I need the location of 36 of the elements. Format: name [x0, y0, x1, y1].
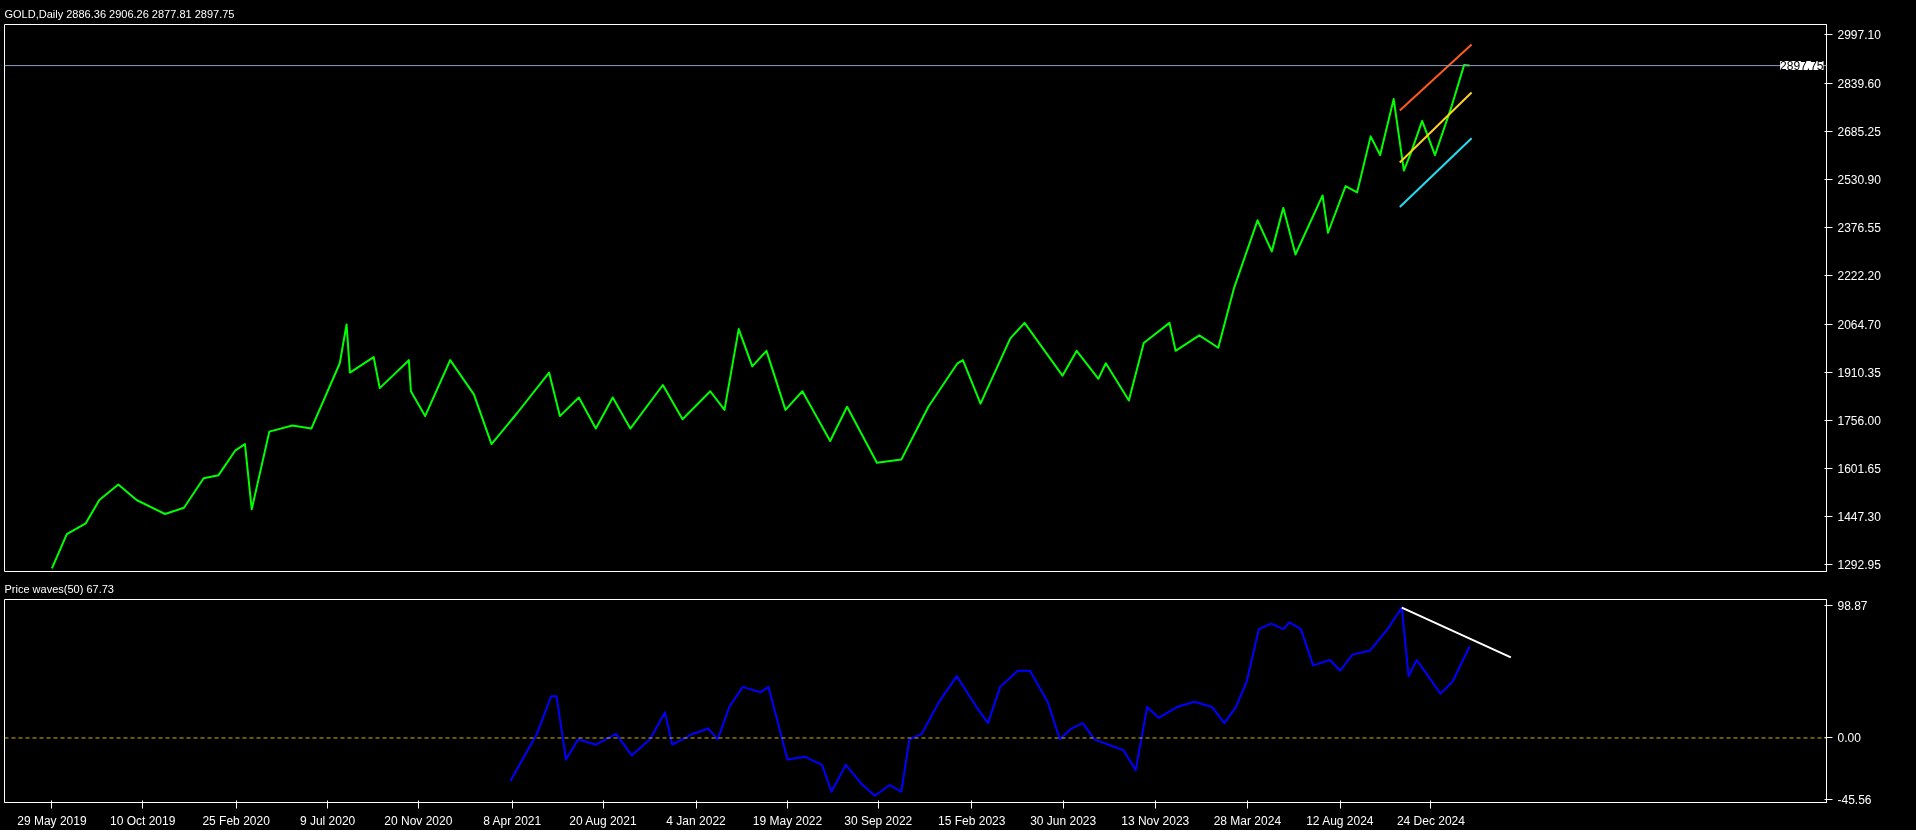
y-tick-label: 1601.65 — [1837, 461, 1882, 476]
y-tick-label: 2997.10 — [1837, 28, 1882, 43]
line-series — [50, 63, 1471, 570]
x-tick-label: 10 Oct 2019 — [109, 813, 176, 828]
x-tick-label: 12 Aug 2024 — [1306, 813, 1374, 828]
x-tick-label: 9 Jul 2020 — [299, 813, 356, 828]
x-tick-label: 30 Sep 2022 — [844, 813, 913, 828]
x-tick-label: 15 Feb 2023 — [938, 813, 1006, 828]
y-tick-label: 2376.55 — [1837, 221, 1882, 236]
x-tick-label: 24 Dec 2024 — [1396, 813, 1466, 828]
line-series — [509, 606, 1471, 797]
x-tick-label: 30 Jun 2023 — [1030, 813, 1097, 828]
y-tick-label: 2222.20 — [1837, 269, 1882, 284]
x-tick-label: 25 Feb 2020 — [202, 813, 271, 828]
y-tick-label: 2064.70 — [1837, 318, 1882, 333]
y-tick-label: 2685.25 — [1837, 125, 1882, 140]
x-tick-label: 4 Jan 2022 — [666, 813, 727, 828]
x-tick-label: 29 May 2019 — [17, 813, 87, 828]
x-tick-label: 13 Nov 2023 — [1121, 813, 1190, 828]
chart-title: GOLD,Daily 2886.36 2906.26 2877.81 2897.75 — [4, 7, 235, 20]
y-tick-label: 2839.60 — [1837, 77, 1882, 92]
x-tick-label: 8 Apr 2021 — [483, 813, 542, 828]
y-tick-label: 1447.30 — [1837, 509, 1882, 524]
y-tick-label: 1756.00 — [1837, 413, 1882, 428]
y-tick-label: 2530.90 — [1837, 173, 1882, 188]
y-tick-label: 0.00 — [1837, 731, 1862, 746]
y-tick-label: -45.56 — [1837, 792, 1872, 807]
y-tick-label: 1292.95 — [1837, 557, 1882, 572]
chart-title: Price waves(50) 67.73 — [4, 582, 114, 595]
x-tick-label: 19 May 2022 — [752, 813, 823, 828]
x-tick-label: 28 Mar 2024 — [1213, 813, 1282, 828]
ref-line-label: 2897.75 — [1780, 59, 1824, 74]
x-tick-label: 20 Nov 2020 — [384, 813, 453, 828]
y-tick-label: 1910.35 — [1837, 365, 1882, 380]
y-tick-label: 98.87 — [1837, 598, 1868, 613]
x-tick-label: 20 Aug 2021 — [569, 813, 637, 828]
